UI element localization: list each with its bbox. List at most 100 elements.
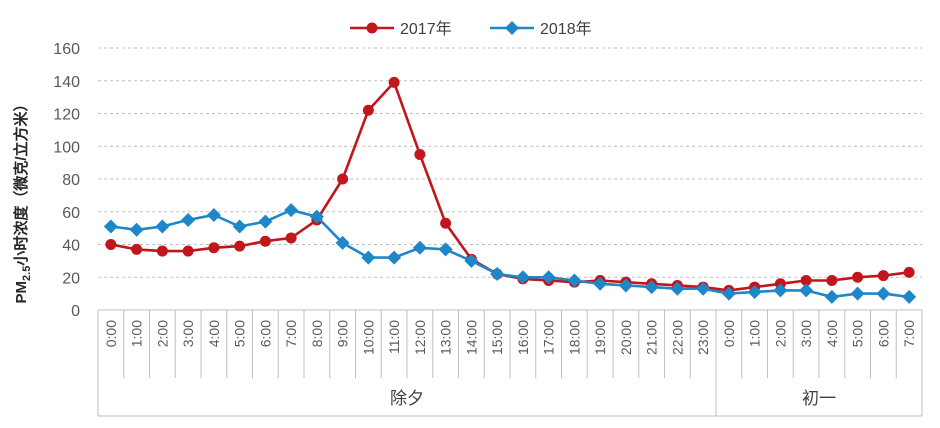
data-point	[156, 245, 168, 257]
x-tick-label: 4:00	[824, 320, 840, 347]
data-point	[618, 278, 633, 293]
data-point	[232, 219, 247, 234]
data-point	[824, 289, 839, 304]
data-point	[259, 235, 271, 247]
data-point	[490, 266, 505, 281]
data-point	[105, 239, 117, 250]
data-point	[181, 212, 196, 227]
x-tick-label: 1:00	[747, 320, 763, 347]
y-tick-label: 40	[62, 238, 80, 255]
data-point	[721, 286, 736, 301]
data-point	[155, 219, 170, 234]
x-tick-label: 4:00	[206, 320, 222, 347]
x-tick-label: 5:00	[850, 320, 866, 347]
data-point	[258, 214, 273, 229]
legend-marker	[505, 21, 519, 35]
x-tick-label: 10:00	[360, 320, 376, 355]
x-tick-label: 14:00	[463, 320, 479, 355]
x-axis: 0:00 1:00 2:00 3:00 4:00 5:00 6:00 7:00 8:00 9:00…	[97, 309, 923, 417]
x-tick-label: 18:00	[566, 320, 582, 355]
data-point	[129, 222, 144, 237]
data-point	[208, 242, 220, 254]
data-point	[362, 104, 374, 116]
x-tick-label: 6:00	[257, 320, 273, 347]
x-tick-label: 13:00	[438, 320, 454, 355]
data-point	[309, 209, 324, 224]
legend-label: 2017年	[400, 20, 452, 38]
x-tick-label: 20:00	[618, 320, 634, 355]
x-tick-label: 3:00	[180, 320, 196, 347]
data-point	[438, 242, 453, 257]
x-tick-label: 0:00	[721, 320, 737, 347]
data-point	[335, 235, 350, 250]
data-point	[234, 240, 246, 252]
gridlines	[98, 47, 922, 278]
data-point	[567, 273, 582, 288]
data-point	[387, 250, 402, 265]
data-point	[285, 232, 297, 244]
x-tick-label: 7:00	[283, 320, 299, 347]
y-tick-label: 160	[53, 41, 80, 58]
x-tick-label: 3:00	[798, 320, 814, 347]
y-tick-label: 20	[62, 270, 80, 287]
series-2018年	[103, 203, 917, 304]
legend-marker	[366, 22, 378, 34]
data-point	[337, 173, 349, 185]
x-tick-label: 23:00	[695, 320, 711, 355]
data-point	[747, 284, 762, 299]
x-tick-label: 5:00	[232, 320, 248, 347]
legend-item: 2018年	[490, 20, 592, 38]
data-point	[131, 243, 143, 255]
data-point	[696, 281, 711, 296]
data-point	[284, 203, 299, 218]
x-group-label: 初一	[802, 389, 836, 408]
y-tick-label: 120	[53, 107, 80, 124]
data-point	[773, 283, 788, 298]
data-point	[412, 240, 427, 255]
data-point	[388, 76, 400, 88]
data-point	[593, 276, 608, 291]
data-point	[644, 280, 659, 295]
x-tick-label: 17:00	[541, 320, 557, 355]
data-point	[440, 217, 452, 229]
x-tick-label: 0:00	[103, 320, 119, 347]
y-tick-label: 0	[71, 303, 80, 320]
data-point	[464, 253, 479, 268]
data-point	[852, 271, 864, 283]
series-layer	[103, 76, 917, 304]
x-tick-label: 1:00	[129, 320, 145, 347]
x-tick-label: 8:00	[309, 320, 325, 347]
y-axis-label: PM2.5小时浓度（微克/立方米）	[12, 97, 33, 304]
x-tick-label: 6:00	[875, 320, 891, 347]
x-tick-label: 11:00	[386, 320, 402, 354]
x-tick-label: 19:00	[592, 320, 608, 355]
x-tick-label: 7:00	[901, 320, 917, 347]
y-axis-ticks: 0 20 40 60 80 100 120 140 160	[53, 41, 80, 320]
y-tick-label: 80	[62, 172, 80, 189]
data-point	[414, 148, 426, 160]
x-tick-label: 12:00	[412, 320, 428, 355]
x-tick-label: 22:00	[669, 320, 685, 355]
x-tick-label: 2:00	[154, 320, 170, 347]
series-2017年	[105, 76, 915, 296]
x-tick-label: 2:00	[772, 320, 788, 347]
legend: 2017年 2018年	[350, 20, 592, 38]
data-point	[206, 208, 221, 223]
x-tick-label: 21:00	[644, 320, 660, 355]
data-point	[103, 219, 118, 234]
y-tick-label: 140	[53, 74, 80, 91]
data-point	[800, 275, 812, 287]
x-tick-label: 16:00	[515, 320, 531, 355]
x-tick-label: 9:00	[335, 320, 351, 347]
data-point	[826, 275, 838, 287]
data-point	[799, 283, 814, 298]
legend-label: 2018年	[540, 20, 592, 38]
legend-item: 2017年	[350, 20, 452, 38]
x-tick-label: 15:00	[489, 320, 505, 355]
data-point	[670, 281, 685, 296]
data-point	[850, 286, 865, 301]
data-point	[902, 289, 917, 304]
data-point	[182, 245, 194, 257]
data-point	[361, 250, 376, 265]
